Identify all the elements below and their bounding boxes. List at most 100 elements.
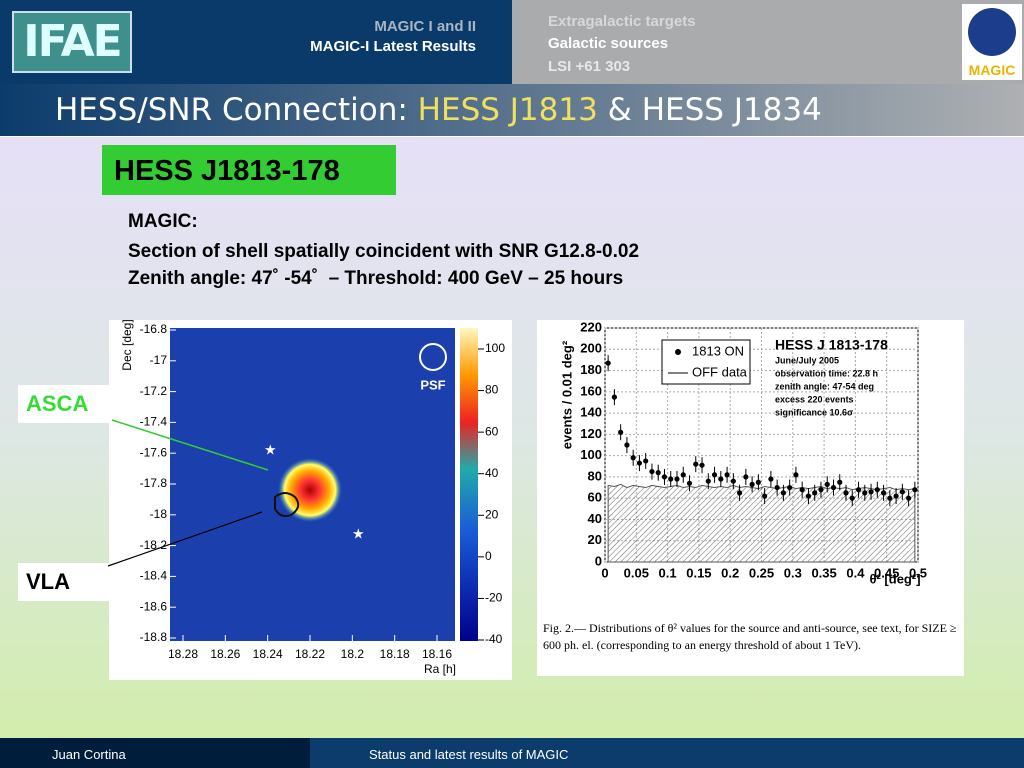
arrow [111, 419, 269, 471]
on-point [699, 462, 705, 468]
info-text: HESS J 1813-178 [775, 337, 888, 353]
star: ★ [352, 526, 365, 542]
text: Zenith angle: 47˚ -54˚ – Threshold: 400 … [128, 268, 624, 289]
psf-label: PSF [420, 377, 445, 392]
on-point [680, 472, 686, 478]
y-tick-label: 100 [580, 447, 602, 462]
legend-box [661, 339, 751, 385]
x-tick-label: 18.22 [295, 647, 325, 661]
on-point [780, 490, 787, 496]
on-point [661, 474, 668, 480]
info-text: significance 10.6σ [775, 407, 853, 417]
y-tick-label: 140 [580, 405, 602, 420]
x-tick-label: 0.1 [659, 565, 677, 580]
x-tick-label: 18.24 [253, 647, 283, 661]
colorbar-label: 0 [485, 549, 492, 563]
x-tick-label: 0.5 [909, 565, 927, 580]
logo: IFAE [12, 11, 132, 73]
x-tick-label: 0.15 [686, 565, 711, 580]
header-right [512, 0, 1024, 84]
nav[interactable]: Extragalactic targets [548, 13, 696, 30]
star: ★ [264, 442, 277, 458]
on-point [837, 479, 843, 485]
on-point [868, 489, 874, 495]
label: ASCA [18, 385, 116, 423]
footer-left [0, 738, 310, 768]
vla-contour [274, 492, 300, 518]
caption: Fig. 2.— Distributions of θ² values for … [543, 621, 957, 652]
on-point [880, 490, 887, 496]
y-tick-label: 80 [588, 468, 602, 483]
on-point [636, 460, 643, 466]
legend-entry: 1813 ON [692, 343, 744, 358]
on-point [912, 487, 918, 493]
colorbar-label: 60 [485, 424, 499, 438]
logo-right: MAGIC [962, 4, 1022, 80]
y-tick-label: 20 [588, 532, 602, 547]
on-point [824, 481, 830, 487]
title-part: & HESS J1834 [597, 92, 822, 128]
x-tick-label: 18.26 [210, 647, 240, 661]
on-point [743, 474, 749, 480]
footer-text: Status and latest results of MAGIC [369, 747, 569, 762]
on-point [618, 429, 624, 435]
x-tick-label: 18.16 [422, 647, 452, 661]
psf-circle [419, 343, 447, 371]
y-tick-label: 60 [588, 490, 602, 505]
on-point [787, 484, 793, 491]
nav[interactable]: MAGIC-I Latest Results [310, 38, 476, 55]
x-tick-label: 0.4 [846, 565, 865, 580]
y-tick-label: -18 [150, 507, 168, 521]
y-tick-label: -17.4 [140, 415, 168, 429]
info-text: observation time: 22.8 h [775, 368, 878, 378]
caption-box: Fig. 2.— Distributions of θ² values for … [543, 621, 957, 652]
y-tick-label: -17.6 [140, 445, 168, 459]
axis-label: θ² [deg²] [869, 571, 920, 586]
nav[interactable]: Galactic sources [548, 35, 669, 52]
on-point [899, 489, 905, 495]
colorbar-label: -20 [485, 591, 503, 605]
on-point [711, 472, 718, 478]
on-point [812, 490, 818, 496]
y-tick-label: 160 [580, 383, 602, 398]
nav[interactable]: MAGIC I and II [374, 18, 476, 35]
x-tick-label: 0.3 [784, 565, 802, 580]
x-tick-label: 0.2 [721, 565, 739, 580]
logo-text: MAGIC [968, 62, 1016, 78]
y-tick-label: -16.8 [140, 322, 168, 336]
on-point [830, 484, 837, 491]
info-text: zenith angle: 47-54 deg [775, 381, 874, 391]
y-tick-label: -18.8 [140, 630, 168, 644]
on-point [611, 394, 617, 400]
on-point [655, 470, 661, 476]
title-part: HESS J1813 [417, 92, 598, 128]
y-tick-label: -18.4 [140, 569, 168, 583]
on-point [693, 461, 699, 467]
y-tick-label: 40 [588, 511, 602, 526]
info-text: excess 220 events [775, 394, 854, 404]
title-bar [0, 84, 1024, 136]
on-point [755, 479, 761, 485]
info-text: June/July 2005 [775, 355, 839, 365]
y-tick-label: 0 [595, 553, 602, 568]
on-point [674, 476, 680, 482]
source-emission [278, 458, 342, 522]
on-point [906, 495, 912, 501]
on-point [849, 495, 855, 501]
x-tick-label: 0.35 [811, 565, 836, 580]
colorbar-label: 40 [485, 466, 499, 480]
nav[interactable]: LSI +61 303 [548, 58, 631, 75]
y-tick-label: -17.8 [140, 476, 168, 490]
on-point [749, 481, 755, 487]
on-point [730, 478, 736, 484]
y-tick-label: 220 [580, 319, 602, 334]
on-point [705, 478, 711, 484]
x-tick-label: 0 [601, 565, 608, 580]
on-point [818, 487, 824, 493]
on-point [668, 476, 674, 482]
axis-label: Ra [h] [424, 662, 456, 676]
arrow [107, 511, 263, 567]
legend-marker [675, 349, 681, 355]
